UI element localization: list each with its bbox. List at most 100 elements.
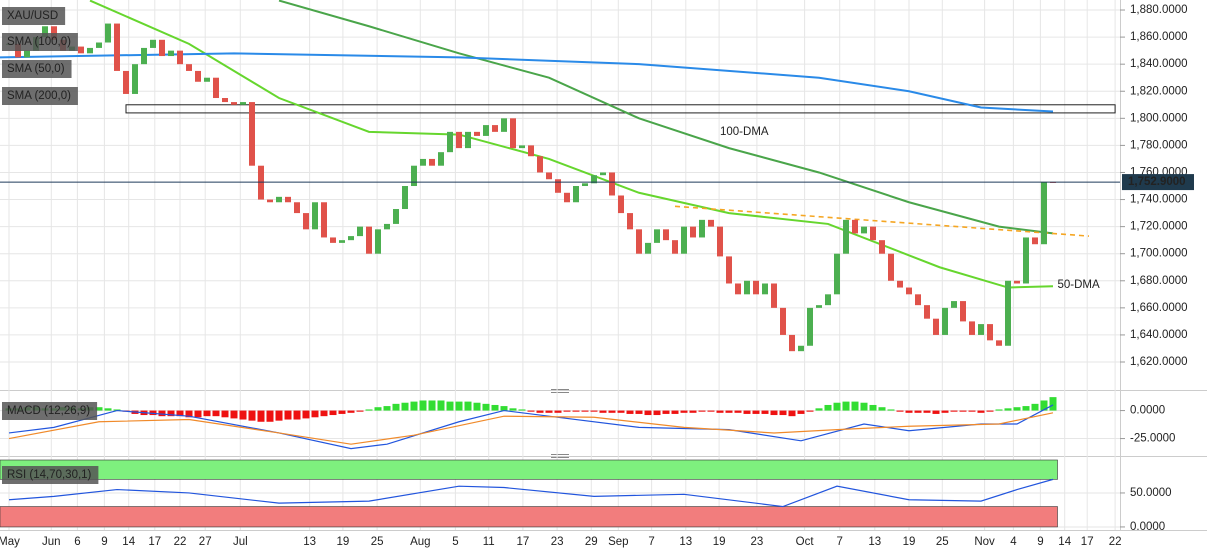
candle bbox=[744, 280, 750, 295]
x-tick-label: Sep bbox=[608, 536, 628, 548]
candle bbox=[249, 102, 255, 166]
x-tick-label: 23 bbox=[751, 536, 764, 548]
candle bbox=[942, 307, 948, 335]
candle bbox=[987, 324, 993, 341]
candle bbox=[321, 202, 327, 238]
histogram-bar bbox=[608, 410, 616, 413]
histogram-bar bbox=[392, 403, 400, 411]
histogram-bar bbox=[275, 410, 283, 421]
legend-label: SMA (50,0) bbox=[7, 63, 65, 75]
histogram-bar bbox=[779, 410, 787, 416]
candle bbox=[681, 226, 687, 254]
annotation: 50-DMA bbox=[1058, 279, 1101, 291]
legend-label: SMA (200,0) bbox=[7, 90, 71, 102]
histogram-bar bbox=[554, 410, 562, 413]
candle bbox=[996, 340, 1002, 346]
y-tick-label: 1,740.0000 bbox=[1130, 194, 1188, 206]
candle bbox=[627, 213, 633, 230]
candle bbox=[933, 318, 939, 335]
histogram-bar bbox=[428, 400, 436, 411]
histogram-bar bbox=[473, 402, 481, 411]
y-tick-label: 1,820.0000 bbox=[1130, 85, 1188, 97]
rsi-band bbox=[0, 506, 1058, 528]
histogram-bar bbox=[194, 410, 202, 418]
candle bbox=[807, 307, 813, 346]
histogram-bar bbox=[212, 410, 220, 417]
candle bbox=[1032, 237, 1038, 245]
candle bbox=[879, 240, 885, 254]
histogram-bar bbox=[959, 410, 967, 412]
x-tick-label: 7 bbox=[648, 536, 654, 548]
candle bbox=[564, 192, 570, 203]
legend-box bbox=[2, 466, 99, 484]
candle bbox=[717, 226, 723, 257]
candle bbox=[132, 64, 138, 94]
histogram-bar bbox=[770, 410, 778, 416]
x-tick-label: 5 bbox=[452, 536, 458, 548]
candle bbox=[690, 226, 696, 238]
candle bbox=[186, 64, 192, 71]
histogram-bar bbox=[761, 410, 769, 414]
candle bbox=[159, 39, 165, 57]
candle bbox=[1014, 280, 1020, 284]
candle bbox=[393, 209, 399, 224]
x-tick-label: 4 bbox=[1010, 536, 1017, 548]
histogram-bar bbox=[338, 410, 346, 414]
candle bbox=[969, 321, 975, 335]
x-tick-label: 9 bbox=[1037, 536, 1043, 548]
histogram-bar bbox=[671, 410, 679, 414]
candle bbox=[141, 47, 147, 65]
candle bbox=[861, 226, 867, 234]
histogram-bar bbox=[536, 410, 544, 413]
candle bbox=[447, 131, 453, 153]
histogram-bar bbox=[563, 410, 571, 412]
x-tick-label: 14 bbox=[1058, 536, 1071, 548]
candle bbox=[609, 172, 615, 196]
candle bbox=[672, 240, 678, 254]
candle bbox=[330, 237, 336, 243]
candle bbox=[915, 294, 921, 306]
candle bbox=[384, 223, 390, 230]
candle bbox=[897, 280, 903, 288]
histogram-bar bbox=[266, 410, 274, 422]
line bbox=[278, 0, 1054, 235]
candle bbox=[654, 229, 660, 243]
histogram-bar bbox=[860, 402, 868, 411]
candle bbox=[780, 307, 786, 335]
candle bbox=[978, 324, 984, 335]
x-tick-label: 14 bbox=[122, 536, 135, 548]
candle bbox=[213, 77, 219, 99]
histogram-bar bbox=[968, 410, 976, 412]
x-tick-label: 19 bbox=[713, 536, 726, 548]
candle bbox=[924, 305, 930, 319]
x-tick-label: 9 bbox=[101, 536, 107, 548]
histogram-bar bbox=[401, 402, 409, 411]
y-tick-label: 1,620.0000 bbox=[1130, 356, 1188, 368]
candle bbox=[366, 226, 372, 254]
histogram-bar bbox=[104, 408, 112, 411]
histogram-bar bbox=[887, 409, 895, 411]
candle bbox=[222, 98, 228, 103]
candle bbox=[816, 305, 822, 308]
histogram-bar bbox=[203, 410, 211, 417]
histogram-bar bbox=[455, 401, 463, 411]
x-tick-label: 25 bbox=[936, 536, 949, 548]
histogram-bar bbox=[842, 401, 850, 411]
histogram-bar bbox=[986, 410, 994, 412]
histogram-bar bbox=[257, 410, 265, 422]
histogram-bar bbox=[167, 410, 175, 417]
candle bbox=[528, 145, 534, 157]
candle bbox=[1023, 237, 1029, 284]
histogram-bar bbox=[383, 406, 391, 411]
y-tick-label: -25.0000 bbox=[1130, 433, 1175, 445]
x-tick-label: 13 bbox=[303, 536, 316, 548]
candle bbox=[195, 70, 201, 82]
candle bbox=[636, 229, 642, 254]
last-price-box bbox=[1122, 174, 1194, 191]
candle bbox=[429, 158, 435, 166]
y-tick-label: 1,840.0000 bbox=[1130, 58, 1188, 70]
histogram-bar bbox=[644, 410, 652, 416]
histogram-bar bbox=[725, 410, 733, 413]
histogram-bar bbox=[1049, 397, 1057, 411]
